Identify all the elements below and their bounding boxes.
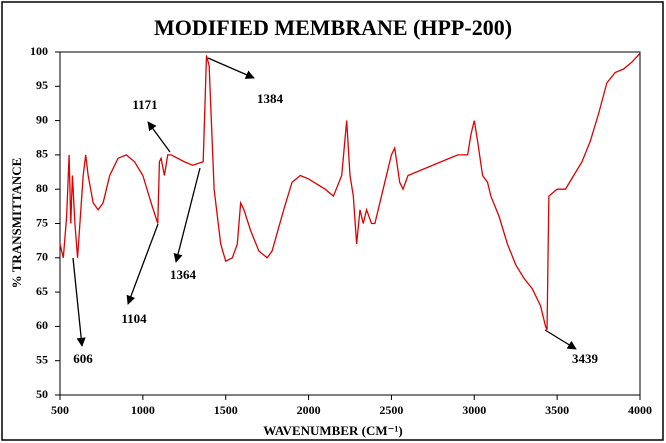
y-tick-label: 60: [36, 318, 48, 332]
y-tick-label: 80: [36, 181, 48, 195]
y-tick-label: 65: [36, 284, 48, 298]
x-tick-label: 2500: [379, 403, 403, 417]
y-tick-label: 85: [36, 147, 48, 161]
x-tick-label: 2000: [297, 403, 321, 417]
arrow: [544, 329, 577, 350]
arrow: [173, 167, 201, 263]
y-tick-label: 95: [36, 78, 48, 92]
annotation-arrows: [72, 57, 577, 350]
arrow: [72, 257, 86, 347]
spectrum-line: [59, 52, 641, 331]
x-tick-label: 3000: [462, 403, 486, 417]
annotation: 1104: [121, 311, 147, 326]
x-tick-label: 1000: [131, 403, 155, 417]
y-tick-label: 55: [36, 352, 48, 366]
x-tick-label: 1500: [214, 403, 238, 417]
y-tick-label: 50: [36, 387, 48, 401]
arrow: [126, 223, 159, 305]
x-axis-label: WAVENUMBER (CM⁻¹): [263, 423, 402, 438]
y-tick-label: 75: [36, 215, 48, 229]
x-tick-label: 3500: [545, 403, 569, 417]
annotation: 1384: [257, 91, 284, 106]
y-axis-label: % TRANSMITTANCE: [9, 158, 24, 289]
y-tick-label: 90: [36, 112, 48, 126]
annotation: 1171: [132, 97, 157, 112]
chart-title: MODIFIED MEMBRANE (HPP-200): [154, 15, 512, 40]
annotation: 606: [73, 351, 93, 366]
y-tick-label: 100: [30, 44, 48, 58]
y-tick-label: 70: [36, 250, 48, 264]
arrow: [147, 121, 171, 153]
x-tick-label: 4000: [628, 403, 652, 417]
x-tick-label: 500: [51, 403, 69, 417]
annotation: 1364: [170, 267, 197, 282]
annotation: 3439: [572, 351, 599, 366]
arrow: [207, 57, 255, 79]
